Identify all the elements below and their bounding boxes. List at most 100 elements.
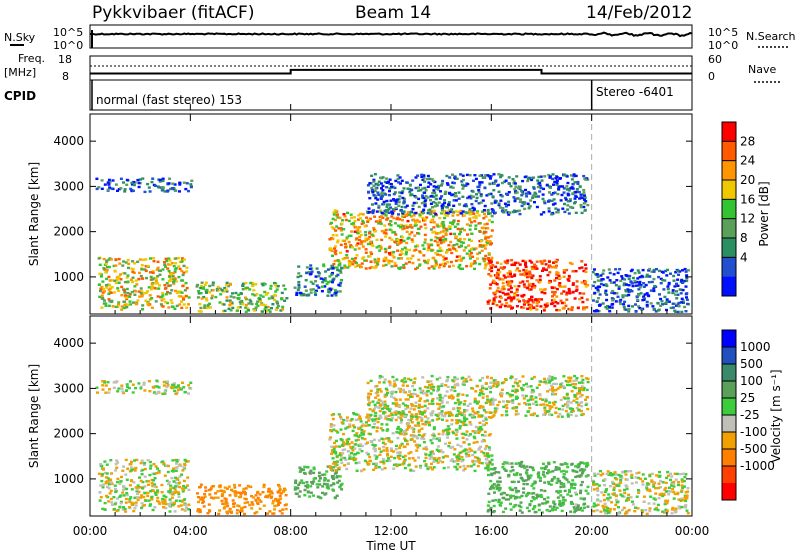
scatter-cell-4: [404, 439, 407, 442]
scatter-cell-2: [270, 295, 274, 298]
scatter-cell-6: [584, 267, 588, 270]
scatter-cell-4: [469, 262, 473, 265]
scatter-cell-0: [109, 478, 113, 481]
scatter-cell-5: [446, 376, 450, 379]
scatter-cell-3: [333, 496, 337, 500]
scatter-cell-5: [566, 383, 569, 387]
scatter-cell-6: [525, 483, 529, 486]
scatter-cell-6: [513, 263, 517, 267]
scatter-cell-6: [528, 259, 532, 263]
scatter-cell-3: [334, 294, 338, 297]
scatter-cell-0: [180, 300, 183, 303]
scatter-cell-6: [501, 267, 505, 270]
scatter-cell-1: [111, 179, 115, 182]
scatter-cell-2: [280, 298, 284, 301]
scatter-cell-5: [465, 205, 469, 208]
scatter-cell-4: [375, 238, 379, 241]
scatter-cell-4: [380, 468, 384, 471]
scatter-cell-4: [354, 265, 358, 268]
scatter-cell-6: [492, 291, 496, 295]
scatter-cell-0: [178, 475, 182, 478]
scatter-cell-7: [631, 276, 635, 280]
scatter-cell-5: [425, 394, 429, 397]
power-colorbar-tick-label: 8: [740, 231, 748, 245]
scatter-cell-6: [518, 263, 522, 266]
velocity-scatter: [95, 374, 690, 516]
scatter-cell-5: [418, 387, 422, 390]
scatter-cell-4: [336, 239, 340, 242]
scatter-cell-4: [339, 458, 343, 462]
scatter-cell-6: [557, 284, 561, 287]
scatter-cell-1: [173, 382, 177, 385]
scatter-cell-4: [442, 223, 446, 227]
scatter-cell-1: [131, 383, 135, 386]
scatter-cell-0: [167, 306, 171, 309]
scatter-cell-4: [448, 265, 451, 268]
scatter-cell-7: [645, 273, 649, 276]
scatter-cell-6: [517, 285, 521, 288]
scatter-cell-4: [467, 443, 471, 446]
scatter-cell-4: [344, 218, 348, 222]
scatter-cell-0: [157, 269, 161, 272]
scatter-cell-6: [528, 272, 532, 275]
scatter-cell-4: [442, 264, 446, 268]
scatter-cell-2: [270, 495, 274, 498]
scatter-cell-4: [361, 423, 365, 426]
scatter-cell-0: [181, 273, 185, 277]
scatter-cell-4: [372, 468, 376, 471]
scatter-cell-2: [214, 295, 218, 299]
scatter-cell-0: [177, 491, 180, 494]
scatter-cell-5: [521, 394, 525, 397]
scatter-cell-0: [117, 257, 121, 261]
scatter-cell-4: [370, 265, 374, 269]
scatter-cell-4: [363, 437, 367, 441]
scatter-cell-5: [438, 393, 442, 397]
scatter-cell-4: [330, 413, 334, 417]
scatter-cell-4: [422, 437, 426, 441]
scatter-cell-7: [619, 298, 623, 302]
scatter-cell-1: [126, 385, 129, 389]
scatter-cell-6: [562, 290, 566, 293]
scatter-cell-4: [350, 261, 354, 264]
scatter-cell-4: [341, 444, 344, 447]
scatter-cell-5: [394, 404, 398, 408]
scatter-cell-5: [448, 396, 451, 399]
scatter-cell-2: [205, 299, 209, 302]
scatter-cell-1: [139, 385, 143, 388]
scatter-cell-5: [437, 385, 441, 388]
scatter-cell-0: [104, 476, 108, 479]
scatter-cell-6: [518, 300, 521, 303]
scatter-cell-5: [469, 194, 473, 198]
scatter-cell-5: [451, 386, 454, 389]
scatter-cell-5: [574, 191, 577, 194]
scatter-cell-5: [441, 179, 445, 183]
scatter-cell-5: [414, 186, 418, 190]
scatter-cell-4: [441, 238, 445, 241]
scatter-cell-4: [430, 249, 434, 252]
scatter-cell-5: [376, 401, 380, 404]
power-colorbar-segment: [722, 160, 736, 181]
scatter-cell-4: [403, 432, 407, 436]
scatter-cell-3: [299, 468, 303, 471]
scatter-cell-4: [353, 220, 357, 223]
scatter-cell-5: [473, 399, 477, 402]
scatter-cell-6: [517, 490, 521, 493]
scatter-cell-4: [381, 441, 385, 444]
scatter-cell-5: [419, 391, 423, 394]
scatter-cell-4: [483, 454, 487, 457]
scatter-cell-4: [428, 454, 432, 457]
scatter-cell-5: [577, 381, 581, 384]
scatter-cell-5: [502, 405, 506, 409]
scatter-cell-1: [169, 187, 173, 191]
scatter-cell-0: [145, 480, 149, 483]
scatter-cell-0: [134, 290, 138, 293]
scatter-cell-5: [450, 414, 454, 417]
scatter-cell-5: [542, 200, 546, 203]
scatter-cell-4: [451, 445, 455, 449]
scatter-cell-6: [575, 493, 578, 496]
scatter-cell-0: [150, 306, 154, 309]
scatter-cell-4: [338, 264, 342, 267]
scatter-cell-5: [526, 399, 530, 402]
scatter-cell-7: [631, 305, 634, 308]
scatter-cell-5: [419, 397, 423, 400]
